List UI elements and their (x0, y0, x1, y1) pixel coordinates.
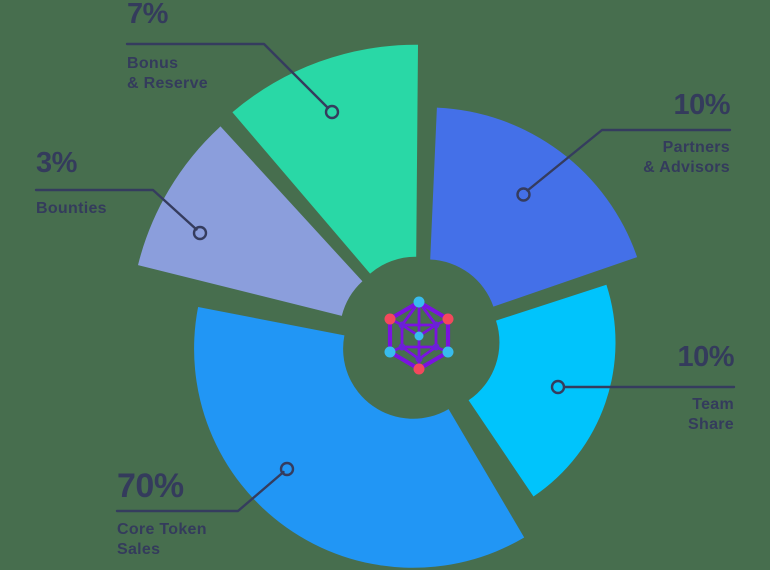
callout-line-core-token-sales (115, 470, 285, 513)
logo-node-cyan (413, 296, 425, 308)
callout-line-bounties (34, 188, 198, 231)
pie-slice-core-token-sales[interactable] (194, 307, 525, 568)
callout-line-partners-advisors (526, 128, 732, 192)
slice-label-line: Sales (117, 541, 161, 558)
slice-label-line: & Reserve (127, 75, 208, 92)
logo-node-purple (432, 321, 440, 329)
slice-label-line: Share (688, 416, 734, 433)
slice-pct-bonus-reserve: 7% (127, 0, 168, 30)
slice-pct-bounties: 3% (36, 147, 77, 179)
logo-node-center (414, 331, 424, 341)
pie-slice-team-share[interactable] (468, 284, 616, 497)
logo-node-purple (415, 355, 423, 363)
pie-slice-partners-advisors[interactable] (430, 107, 638, 307)
slice-label-bonus-reserve: Bonus & Reserve (127, 54, 208, 94)
callout-anchor-ring-partners-advisors (516, 187, 531, 202)
logo-node-purple (398, 321, 406, 329)
callout-line-bonus-reserve (125, 42, 330, 110)
logo-node-purple (398, 343, 406, 351)
slice-label-line: & Advisors (643, 159, 730, 176)
slice-label-line: Core Token (117, 521, 207, 538)
slice-label-bounties: Bounties (36, 199, 107, 219)
logo-node-red (413, 363, 425, 375)
slice-label-core-token-sales: Core Token Sales (117, 520, 207, 560)
slice-label-line: Bonus (127, 55, 179, 72)
slice-label-line: Team (692, 396, 734, 413)
logo-node-red (384, 313, 396, 325)
slice-label-team-share: Team Share (688, 395, 734, 435)
logo-node-cyan (384, 346, 396, 358)
slice-pct-partners-advisors: 10% (673, 89, 730, 121)
logo-node-red (442, 313, 454, 325)
slice-pct-core-token-sales: 70% (117, 467, 184, 505)
hex-network-logo (384, 296, 454, 375)
slice-pct-team-share: 10% (677, 341, 734, 373)
pie-slice-bonus-reserve[interactable] (232, 44, 418, 274)
slice-label-line: Bounties (36, 200, 107, 217)
logo-node-purple (432, 343, 440, 351)
pie-slice-bounties[interactable] (138, 126, 363, 316)
callout-anchor-ring-bonus-reserve (324, 104, 340, 120)
slice-label-line: Partners (662, 139, 730, 156)
callout-anchor-ring-bounties (192, 225, 208, 241)
slice-label-partners-advisors: Partners & Advisors (643, 138, 730, 178)
logo-node-cyan (442, 346, 454, 358)
callout-anchor-ring-core-token-sales (279, 461, 295, 477)
callout-anchor-ring-team-share (550, 379, 566, 395)
